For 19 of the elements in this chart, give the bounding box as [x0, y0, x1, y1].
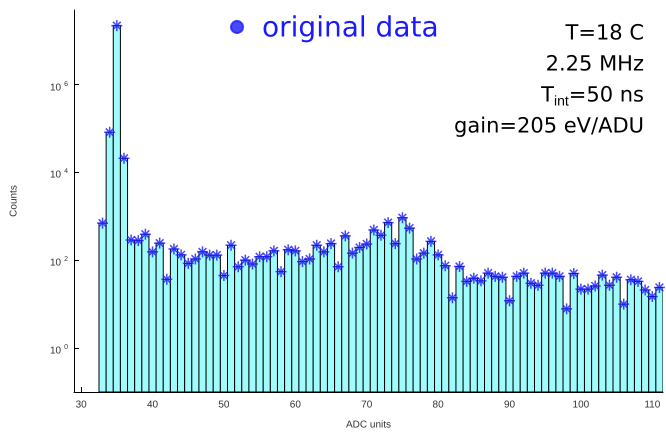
- x-tick-label: 60: [290, 400, 302, 410]
- y-tick-label: 10$^{4}$: [50, 167, 68, 183]
- annotation: T=18 C: [564, 20, 644, 44]
- y-axis-title: Counts: [8, 185, 20, 217]
- x-tick-label: 110: [644, 400, 661, 410]
- x-tick-label: 50: [218, 400, 230, 410]
- annotation: 2.25 MHz: [546, 52, 644, 76]
- x-tick-label: 30: [76, 400, 88, 410]
- x-tick-label: 80: [432, 400, 444, 410]
- annotation: gain=205 eV/ADU: [454, 114, 644, 138]
- x-axis-title: ADC units: [346, 420, 392, 430]
- y-tick-label: 10$^{6}$: [50, 80, 68, 95]
- legend-label: original data: [262, 10, 439, 44]
- x-tick-label: 40: [146, 400, 159, 410]
- x-tick-label: 70: [361, 400, 373, 410]
- y-tick-label: 10$^{2}$: [50, 255, 68, 271]
- x-tick-label: 100: [572, 400, 590, 410]
- x-tick-label: 90: [504, 400, 516, 410]
- y-tick-label: 10$^{0}$: [50, 343, 68, 358]
